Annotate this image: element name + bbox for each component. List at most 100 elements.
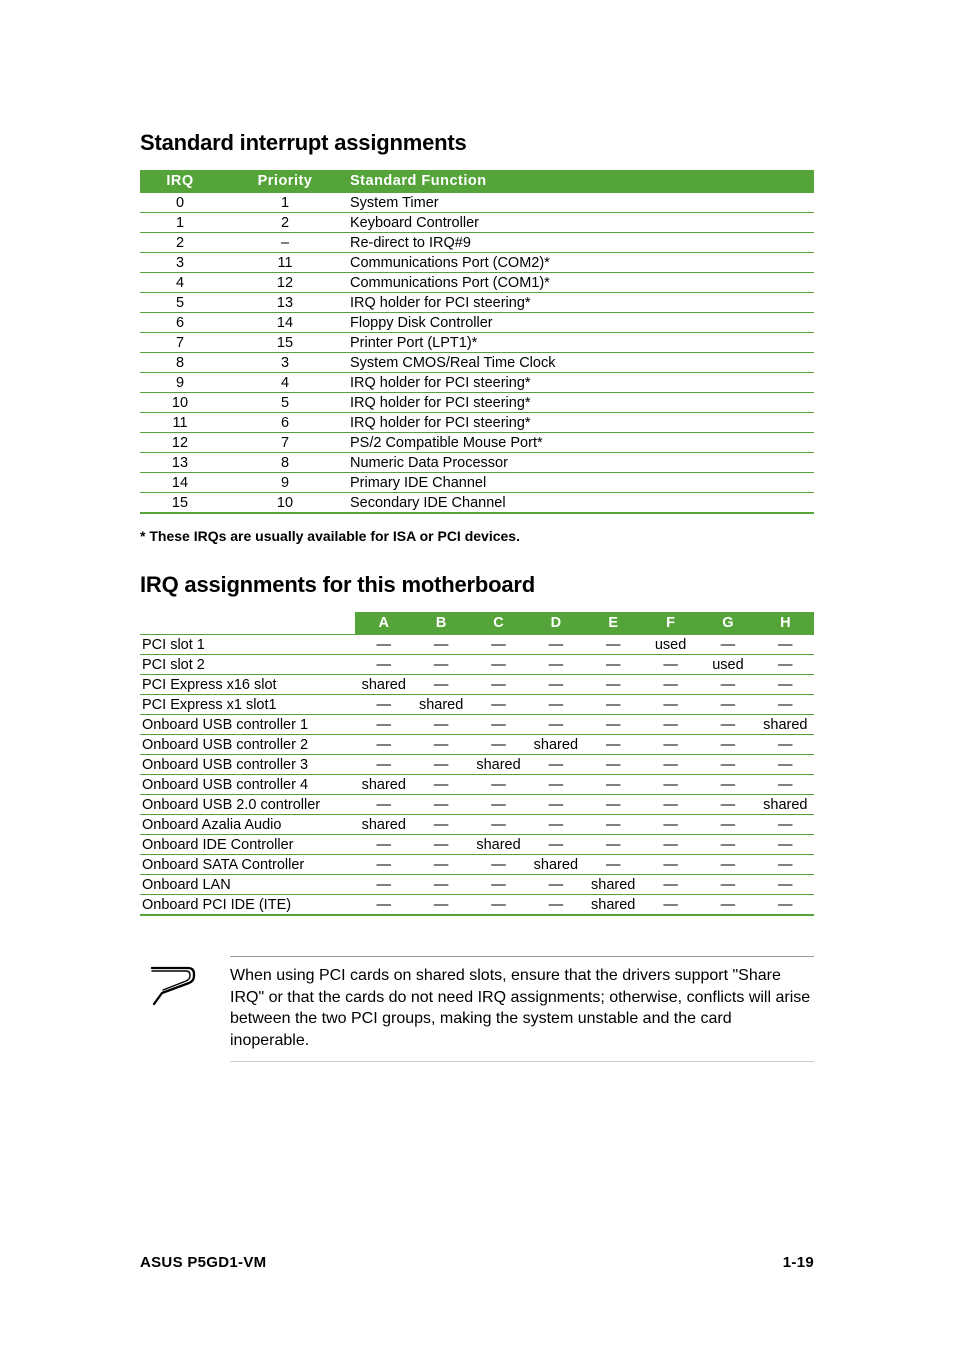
irq-cell-function: Communications Port (COM1)* xyxy=(350,273,814,293)
matrix-row-label: Onboard IDE Controller xyxy=(140,835,355,855)
matrix-cell: — xyxy=(699,775,756,795)
irq-cell-priority: 9 xyxy=(220,473,350,493)
irq-cell-irq: 3 xyxy=(140,253,220,273)
matrix-cell: — xyxy=(412,875,469,895)
irq-row: 94IRQ holder for PCI steering* xyxy=(140,373,814,393)
matrix-row-label: Onboard USB controller 2 xyxy=(140,735,355,755)
matrix-cell: — xyxy=(642,875,699,895)
irq-cell-function: IRQ holder for PCI steering* xyxy=(350,413,814,433)
matrix-header-a: A xyxy=(355,612,412,635)
irq-cell-irq: 6 xyxy=(140,313,220,333)
matrix-row: Onboard USB controller 2———shared———— xyxy=(140,735,814,755)
irq-footnote: * These IRQs are usually available for I… xyxy=(140,528,814,544)
matrix-cell: — xyxy=(699,855,756,875)
section1-title: Standard interrupt assignments xyxy=(140,130,814,156)
irq-cell-function: Numeric Data Processor xyxy=(350,453,814,473)
matrix-cell: — xyxy=(642,675,699,695)
matrix-cell: shared xyxy=(355,775,412,795)
irq-cell-irq: 5 xyxy=(140,293,220,313)
matrix-cell: — xyxy=(355,755,412,775)
matrix-row: Onboard LAN————shared——— xyxy=(140,875,814,895)
matrix-row: Onboard IDE Controller——shared————— xyxy=(140,835,814,855)
matrix-cell: — xyxy=(699,675,756,695)
matrix-cell: used xyxy=(642,635,699,655)
irq-cell-irq: 8 xyxy=(140,353,220,373)
matrix-cell: — xyxy=(470,695,527,715)
irq-row: 1510Secondary IDE Channel xyxy=(140,493,814,514)
matrix-row-label: Onboard USB controller 4 xyxy=(140,775,355,795)
matrix-header-e: E xyxy=(585,612,642,635)
matrix-cell: shared xyxy=(757,715,814,735)
matrix-cell: — xyxy=(585,775,642,795)
irq-cell-irq: 4 xyxy=(140,273,220,293)
matrix-cell: — xyxy=(527,755,584,775)
matrix-cell: — xyxy=(757,675,814,695)
matrix-cell: — xyxy=(585,855,642,875)
matrix-cell: — xyxy=(699,795,756,815)
matrix-row-label: Onboard USB controller 1 xyxy=(140,715,355,735)
irq-header-priority: Priority xyxy=(220,170,350,193)
irq-cell-function: IRQ holder for PCI steering* xyxy=(350,393,814,413)
matrix-cell: — xyxy=(585,635,642,655)
matrix-cell: — xyxy=(527,775,584,795)
irq-header-row: IRQ Priority Standard Function xyxy=(140,170,814,193)
irq-cell-function: Keyboard Controller xyxy=(350,213,814,233)
irq-cell-irq: 12 xyxy=(140,433,220,453)
matrix-cell: — xyxy=(412,795,469,815)
irq-row: 149Primary IDE Channel xyxy=(140,473,814,493)
irq-cell-priority: 6 xyxy=(220,413,350,433)
irq-cell-function: Re-direct to IRQ#9 xyxy=(350,233,814,253)
irq-cell-function: System CMOS/Real Time Clock xyxy=(350,353,814,373)
matrix-row-label: PCI Express x16 slot xyxy=(140,675,355,695)
irq-cell-function: IRQ holder for PCI steering* xyxy=(350,373,814,393)
irq-row: 105IRQ holder for PCI steering* xyxy=(140,393,814,413)
matrix-cell: — xyxy=(699,695,756,715)
matrix-cell: — xyxy=(699,715,756,735)
matrix-row: Onboard PCI IDE (ITE)————shared——— xyxy=(140,895,814,916)
matrix-cell: — xyxy=(642,755,699,775)
matrix-cell: — xyxy=(757,635,814,655)
irq-cell-irq: 2 xyxy=(140,233,220,253)
matrix-cell: — xyxy=(470,775,527,795)
matrix-cell: — xyxy=(585,735,642,755)
matrix-cell: — xyxy=(757,875,814,895)
matrix-cell: — xyxy=(412,835,469,855)
irq-cell-irq: 1 xyxy=(140,213,220,233)
note-icon xyxy=(148,962,196,1010)
irq-cell-priority: 15 xyxy=(220,333,350,353)
irq-row: 412Communications Port (COM1)* xyxy=(140,273,814,293)
matrix-cell: — xyxy=(585,675,642,695)
matrix-row-label: Onboard PCI IDE (ITE) xyxy=(140,895,355,916)
section2-title: IRQ assignments for this motherboard xyxy=(140,572,814,598)
matrix-cell: — xyxy=(355,835,412,855)
irq-cell-priority: 4 xyxy=(220,373,350,393)
matrix-header-f: F xyxy=(642,612,699,635)
matrix-cell: — xyxy=(642,795,699,815)
matrix-cell: — xyxy=(757,775,814,795)
page-content: Standard interrupt assignments IRQ Prior… xyxy=(0,0,954,1062)
matrix-header-g: G xyxy=(699,612,756,635)
matrix-cell: — xyxy=(470,675,527,695)
matrix-cell: — xyxy=(699,735,756,755)
irq-cell-function: Secondary IDE Channel xyxy=(350,493,814,514)
irq-cell-irq: 14 xyxy=(140,473,220,493)
matrix-cell: — xyxy=(642,735,699,755)
matrix-row-label: Onboard SATA Controller xyxy=(140,855,355,875)
matrix-row: Onboard USB controller 4shared——————— xyxy=(140,775,814,795)
matrix-cell: — xyxy=(527,715,584,735)
matrix-cell: shared xyxy=(527,735,584,755)
irq-cell-function: IRQ holder for PCI steering* xyxy=(350,293,814,313)
irq-row: 127PS/2 Compatible Mouse Port* xyxy=(140,433,814,453)
irq-cell-function: PS/2 Compatible Mouse Port* xyxy=(350,433,814,453)
irq-cell-priority: 10 xyxy=(220,493,350,514)
matrix-cell: — xyxy=(470,735,527,755)
matrix-header-blank xyxy=(140,612,355,635)
irq-cell-irq: 7 xyxy=(140,333,220,353)
matrix-cell: — xyxy=(355,695,412,715)
matrix-cell: — xyxy=(699,815,756,835)
irq-cell-irq: 13 xyxy=(140,453,220,473)
matrix-cell: — xyxy=(412,715,469,735)
matrix-cell: — xyxy=(585,695,642,715)
matrix-cell: — xyxy=(527,635,584,655)
matrix-row: Onboard USB controller 1———————shared xyxy=(140,715,814,735)
